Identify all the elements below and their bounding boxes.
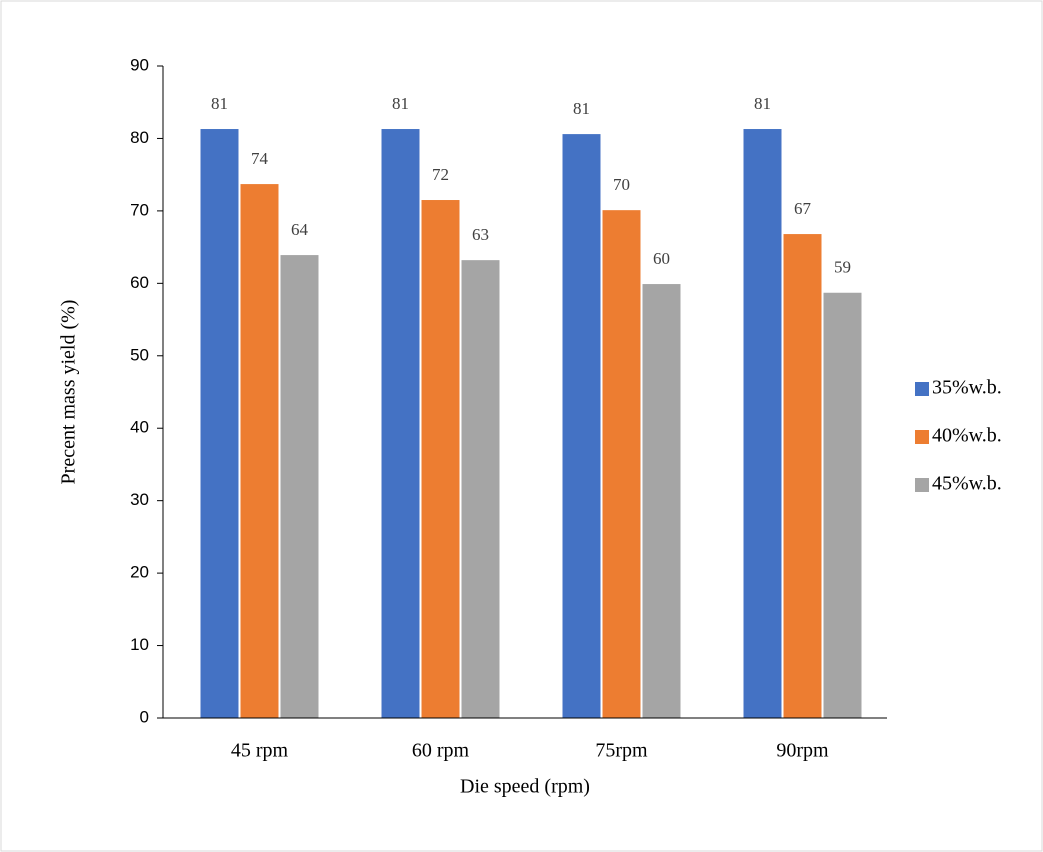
- bar: [201, 129, 239, 718]
- data-label: 67: [794, 199, 812, 218]
- data-label: 81: [392, 94, 409, 113]
- x-tick-label: 75rpm: [595, 740, 648, 762]
- bar: [824, 293, 862, 718]
- x-axis-title: Die speed (rpm): [460, 776, 590, 798]
- legend-label: 35%w.b.: [932, 377, 1002, 399]
- data-label: 64: [291, 220, 309, 239]
- data-label: 81: [211, 94, 228, 113]
- y-tick-label: 50: [130, 345, 149, 364]
- bar: [744, 129, 782, 718]
- bar: [382, 129, 420, 718]
- y-tick-label: 10: [130, 635, 149, 654]
- data-label: 63: [472, 225, 489, 244]
- bar: [784, 234, 822, 718]
- bar: [241, 184, 279, 718]
- data-label: 70: [613, 175, 630, 194]
- bar: [422, 200, 460, 718]
- bar: [563, 134, 601, 718]
- legend-label: 40%w.b.: [932, 425, 1002, 447]
- y-tick-label: 40: [130, 418, 149, 437]
- y-tick-label: 80: [130, 128, 149, 147]
- data-label: 59: [834, 258, 851, 277]
- data-label: 81: [573, 99, 590, 118]
- data-label: 81: [754, 94, 771, 113]
- legend-swatch: [915, 430, 929, 444]
- x-tick-label: 45 rpm: [231, 740, 289, 762]
- data-label: 60: [653, 249, 670, 268]
- legend-label: 45%w.b.: [932, 473, 1002, 495]
- y-tick-label: 30: [130, 490, 149, 509]
- y-tick-label: 0: [140, 707, 149, 726]
- y-tick-label: 20: [130, 563, 149, 582]
- bar: [462, 260, 500, 718]
- chart: Die speed (rpm) Precent mass yield (%) 0…: [0, 0, 1043, 852]
- x-tick-label: 60 rpm: [412, 740, 470, 762]
- bar: [643, 284, 681, 718]
- x-tick-label: 90rpm: [776, 740, 829, 762]
- bar: [281, 255, 319, 718]
- legend-swatch: [915, 382, 929, 396]
- chart-border: [1, 1, 1042, 851]
- legend-swatch: [915, 478, 929, 492]
- data-label: 74: [251, 149, 269, 168]
- bar: [603, 210, 641, 718]
- y-tick-label: 60: [130, 273, 149, 292]
- y-tick-label: 90: [130, 55, 149, 74]
- data-label: 72: [432, 165, 449, 184]
- y-axis-title: Precent mass yield (%): [58, 300, 80, 485]
- y-tick-label: 70: [130, 200, 149, 219]
